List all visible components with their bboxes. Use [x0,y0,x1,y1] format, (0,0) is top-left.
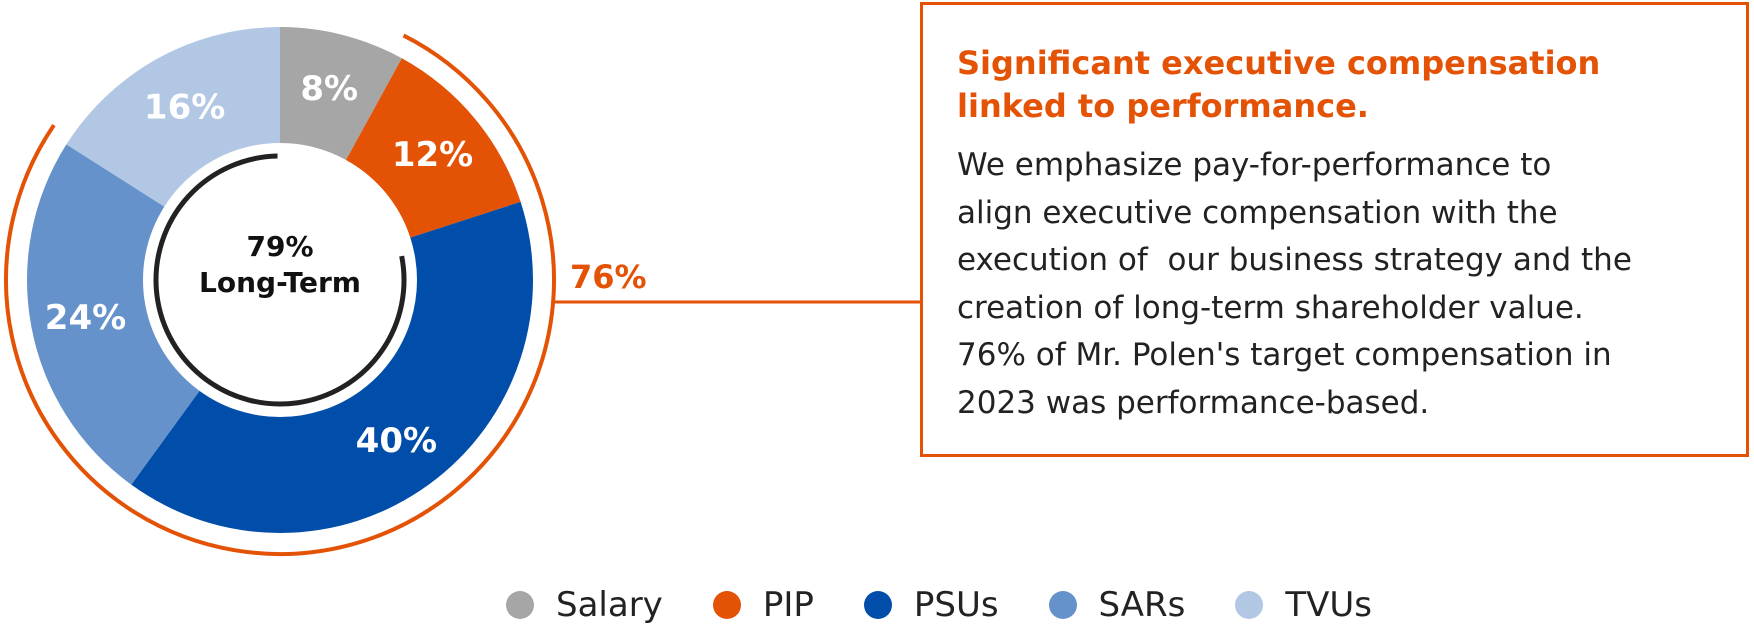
donut-slices [26,27,533,533]
callout-body-line: align executive compensation with the [957,194,1558,231]
legend-swatch [1048,591,1077,619]
legend-swatch [506,591,534,619]
legend-swatch [1235,591,1264,619]
chart-legend: Salary PIP PSUs SARs TVUs [506,580,1422,630]
legend-label: Salary [556,585,663,625]
slice-pip [346,58,521,238]
legend-swatch [712,591,741,619]
callout-body-line: 2023 was performance-based. [957,384,1430,421]
legend-label: SARs [1098,585,1186,625]
slice-label-psus: 40% [356,421,437,461]
legend-item-psus: PSUs [863,585,999,625]
legend-item-sars: SARs [1048,585,1186,625]
callout-body-line: 76% of Mr. Polen's target compensation i… [957,337,1612,373]
slice-psus [131,201,533,533]
slice-sars [26,144,200,485]
callout-body-line: execution of our business strategy and t… [957,242,1632,278]
slice-label-pip: 12% [392,135,473,175]
legend-item-salary: Salary [506,585,663,625]
legend-item-pip: PIP [712,585,814,625]
performance-arc [4,33,556,556]
callout-title-line: Significant executive compensation [957,44,1601,82]
legend-item-tvus: TVUs [1235,585,1372,625]
center-label-value: 79% [246,230,313,263]
slice-label-sars: 24% [45,298,126,338]
slice-labels: 8% 12% 40% 24% 16% [45,69,473,461]
callout-body-line: creation of long-term shareholder value. [957,289,1584,326]
legend-label: PSUs [913,585,999,625]
slice-salary [280,27,402,160]
legend-label: TVUs [1285,585,1372,625]
performance-arc-label: 76% [570,258,647,296]
long-term-arc [153,153,407,407]
callout-title-line: linked to performance. [957,87,1369,125]
slice-label-salary: 8% [300,69,358,109]
slice-label-tvus: 16% [144,87,225,127]
legend-swatch [863,591,892,619]
callout-body: We emphasize pay-for-performance to alig… [957,142,1712,427]
callout-title: Significant executive compensation linke… [957,42,1712,128]
callout-box: Significant executive compensation linke… [920,2,1749,457]
center-label-text: Long-Term [199,266,361,299]
callout-body-line: We emphasize pay-for-performance to [957,147,1552,183]
legend-label: PIP [762,585,814,625]
slice-tvus [66,27,280,207]
